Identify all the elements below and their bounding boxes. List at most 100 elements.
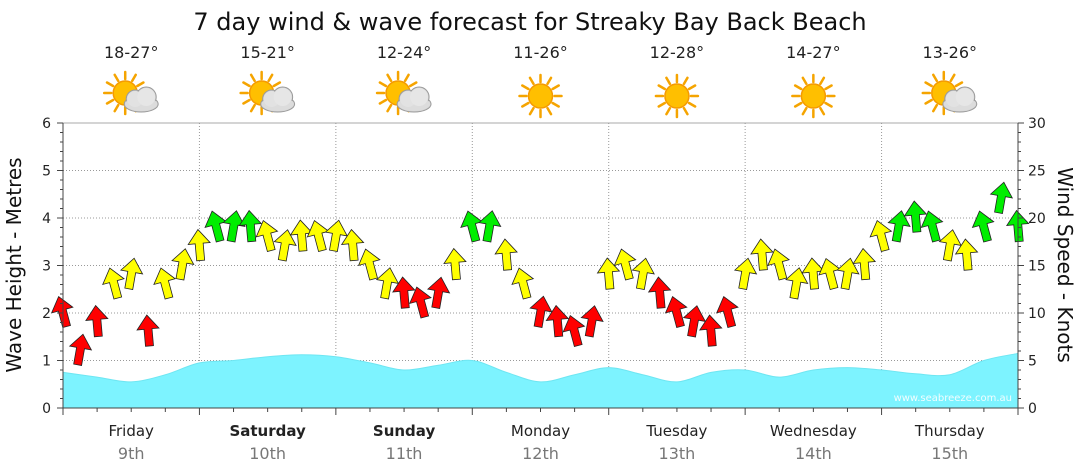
wind-arrow	[631, 257, 655, 290]
partly-cloudy-icon	[375, 70, 432, 116]
wind-arrow	[699, 314, 723, 347]
x-tick-label: Thursday	[914, 422, 985, 440]
wind-arrow	[187, 228, 211, 262]
wind-arrow	[273, 229, 297, 262]
x-tick-date: 12th	[522, 444, 559, 463]
wind-arrow	[971, 210, 995, 243]
wind-arrow	[136, 314, 160, 347]
wind-arrow	[989, 181, 1014, 214]
wind-arrow	[836, 257, 860, 290]
wind-arrow	[478, 210, 502, 243]
daily-forecast-row: 18-27° 15-21° 12-24° 11-26° 12-28° 14-27° 13-2…	[102, 43, 978, 119]
wind-arrow	[85, 304, 109, 338]
x-tick-date: 14th	[795, 444, 832, 463]
y-tick-label: 5	[42, 164, 51, 180]
wind-arrow	[682, 305, 707, 338]
wind-arrow	[664, 295, 688, 329]
wind-arrow	[68, 333, 93, 366]
x-tick-date: 13th	[659, 444, 696, 463]
wind-arrow	[102, 267, 125, 300]
wind-arrow	[222, 210, 246, 243]
day-temperature: 12-24°	[377, 43, 432, 62]
wind-arrow	[357, 248, 381, 281]
y-tick-label: 6	[42, 116, 51, 132]
wind-arrow	[494, 238, 518, 271]
watermark: www.seabreeze.com.au	[894, 393, 1012, 404]
day-temperature: 15-21°	[240, 43, 295, 62]
wind-arrow	[562, 314, 586, 348]
x-tick-label: Wednesday	[770, 422, 857, 440]
wind-arrow	[785, 267, 809, 300]
x-tick-label: Monday	[511, 422, 570, 440]
wind-arrow	[733, 257, 758, 290]
wind-arrow	[340, 228, 365, 262]
wind-arrow	[887, 210, 911, 243]
y-tick-label: 3	[42, 259, 51, 275]
wind-arrow	[869, 219, 893, 253]
wind-arrow	[120, 257, 144, 290]
day-temperature: 11-26°	[513, 43, 568, 62]
wind-arrow	[903, 200, 928, 233]
left-axis: 0 1 2 3 4 5 6	[42, 116, 64, 417]
x-tick-date: 15th	[931, 444, 968, 463]
wind-arrow	[954, 238, 979, 271]
x-axis: Friday 9th Saturday 10th Sunday 11th Monday 12t…	[62, 407, 1019, 463]
wind-arrow	[392, 276, 416, 309]
y2-tick-label: 0	[1028, 401, 1037, 417]
sunny-icon	[654, 73, 700, 119]
wind-arrow	[50, 295, 74, 329]
x-tick-date: 10th	[249, 444, 286, 463]
y-tick-label: 2	[42, 306, 51, 322]
y-tick-label: 4	[42, 211, 51, 227]
x-tick-label: Friday	[108, 422, 154, 440]
wind-arrow	[647, 276, 672, 309]
wind-arrow	[511, 267, 535, 300]
wind-arrow	[545, 304, 570, 338]
partly-cloudy-icon	[921, 70, 978, 116]
wind-arrow	[580, 305, 604, 338]
wind-arrow	[255, 219, 279, 253]
day-temperature: 13-26°	[923, 43, 978, 62]
wave-height-area	[62, 352, 1019, 409]
wind-arrow	[715, 295, 739, 329]
day-temperature: 18-27°	[104, 43, 159, 62]
wave-height-series	[62, 352, 1019, 409]
day-temperature: 14-27°	[786, 43, 841, 62]
wind-arrow	[852, 247, 877, 281]
wind-arrow	[409, 286, 432, 319]
sunny-icon	[791, 73, 836, 119]
wind-arrow	[750, 238, 774, 271]
y2-tick-label: 25	[1028, 164, 1046, 180]
wind-arrow	[443, 247, 467, 281]
x-tick-label: Sunday	[373, 422, 436, 440]
day-temperature: 12-28°	[650, 43, 705, 62]
y-tick-label: 1	[42, 354, 51, 370]
wind-arrow	[938, 229, 962, 262]
chart-title: 7 day wind & wave forecast for Streaky B…	[193, 8, 866, 36]
y-tick-label: 0	[42, 401, 51, 417]
y2-axis-label: Wind Speed - Knots	[1053, 167, 1077, 363]
y2-tick-label: 15	[1028, 259, 1046, 275]
wind-arrow	[238, 209, 263, 243]
y2-tick-label: 10	[1028, 306, 1046, 322]
y2-tick-label: 20	[1028, 211, 1046, 227]
wind-arrows	[50, 181, 1030, 366]
partly-cloudy-icon	[102, 70, 159, 116]
sunny-icon	[518, 73, 563, 119]
wind-arrow	[153, 267, 177, 300]
wind-arrow	[613, 248, 637, 281]
wind-arrow	[529, 295, 553, 328]
x-tick-label: Saturday	[229, 422, 306, 440]
wind-arrow	[767, 248, 790, 281]
wind-arrow	[324, 219, 348, 252]
x-tick-date: 11th	[386, 444, 423, 463]
wind-arrow	[375, 267, 400, 300]
partly-cloudy-icon	[239, 70, 296, 116]
y2-tick-label: 30	[1028, 116, 1046, 132]
wind-arrow	[171, 248, 195, 281]
x-tick-label: Tuesday	[645, 422, 707, 440]
wind-arrow	[920, 210, 944, 243]
right-axis: 0 5 10 15 20 25 30	[1017, 116, 1046, 417]
wind-arrow	[426, 276, 451, 309]
